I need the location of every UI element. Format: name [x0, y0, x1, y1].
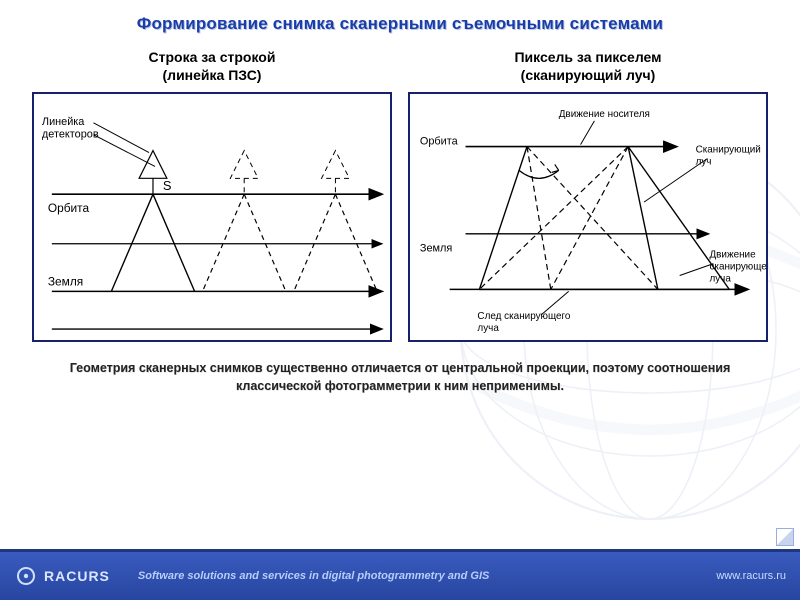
right-subtitle: Пиксель за пикселем (сканирующий луч) [408, 48, 769, 84]
label-orbit-right: Орбита [419, 136, 458, 148]
right-diagram: Орбита Земля Движение носителя Сканирующ… [408, 92, 769, 342]
page-corner-icon [776, 528, 794, 546]
left-subtitle-line2: (линейка ПЗС) [163, 67, 262, 83]
label-trace1: След сканирующего [477, 312, 571, 323]
left-column: Строка за строкой (линейка ПЗС) [32, 48, 393, 342]
label-scanray1: Сканирующий [695, 145, 760, 156]
footer-brand: RACURS [44, 568, 110, 584]
footer-url: www.racurs.ru [716, 570, 786, 582]
label-trace2: луча [477, 323, 499, 334]
label-scanray2: луч [695, 157, 711, 168]
right-column: Пиксель за пикселем (сканирующий луч) [408, 48, 769, 342]
label-raymotion3: луча [709, 274, 731, 285]
label-s: S [162, 179, 171, 194]
label-raymotion2: сканирующего [709, 262, 767, 273]
label-carrier: Движение носителя [558, 109, 649, 120]
racurs-logo-icon [14, 564, 38, 588]
label-detector1: Линейка [41, 116, 84, 128]
left-subtitle: Строка за строкой (линейка ПЗС) [32, 48, 393, 84]
right-subtitle-line2: (сканирующий луч) [521, 67, 656, 83]
left-subtitle-line1: Строка за строкой [149, 49, 276, 65]
label-detector2: детекторов [41, 129, 98, 141]
label-earth-left: Земля [47, 275, 82, 289]
right-subtitle-line1: Пиксель за пикселем [514, 49, 661, 65]
slide-title: Формирование снимка сканерными съемочным… [0, 0, 800, 40]
title-text: Формирование снимка сканерными съемочным… [20, 14, 780, 34]
footer-logo: RACURS [14, 564, 110, 588]
label-raymotion1: Движение [709, 250, 756, 261]
label-earth-right: Земля [419, 243, 451, 255]
caption-text: Геометрия сканерных снимков существенно … [0, 342, 800, 395]
left-diagram: S Линейка детекторов Орбита Земля [32, 92, 393, 342]
footer-tagline: Software solutions and services in digit… [138, 570, 489, 582]
label-orbit-left: Орбита [47, 201, 89, 215]
footer-bar: RACURS Software solutions and services i… [0, 552, 800, 600]
